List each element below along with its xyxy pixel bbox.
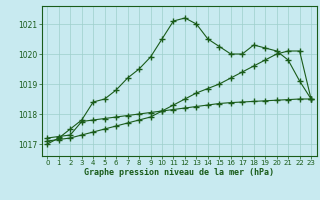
X-axis label: Graphe pression niveau de la mer (hPa): Graphe pression niveau de la mer (hPa)	[84, 168, 274, 177]
